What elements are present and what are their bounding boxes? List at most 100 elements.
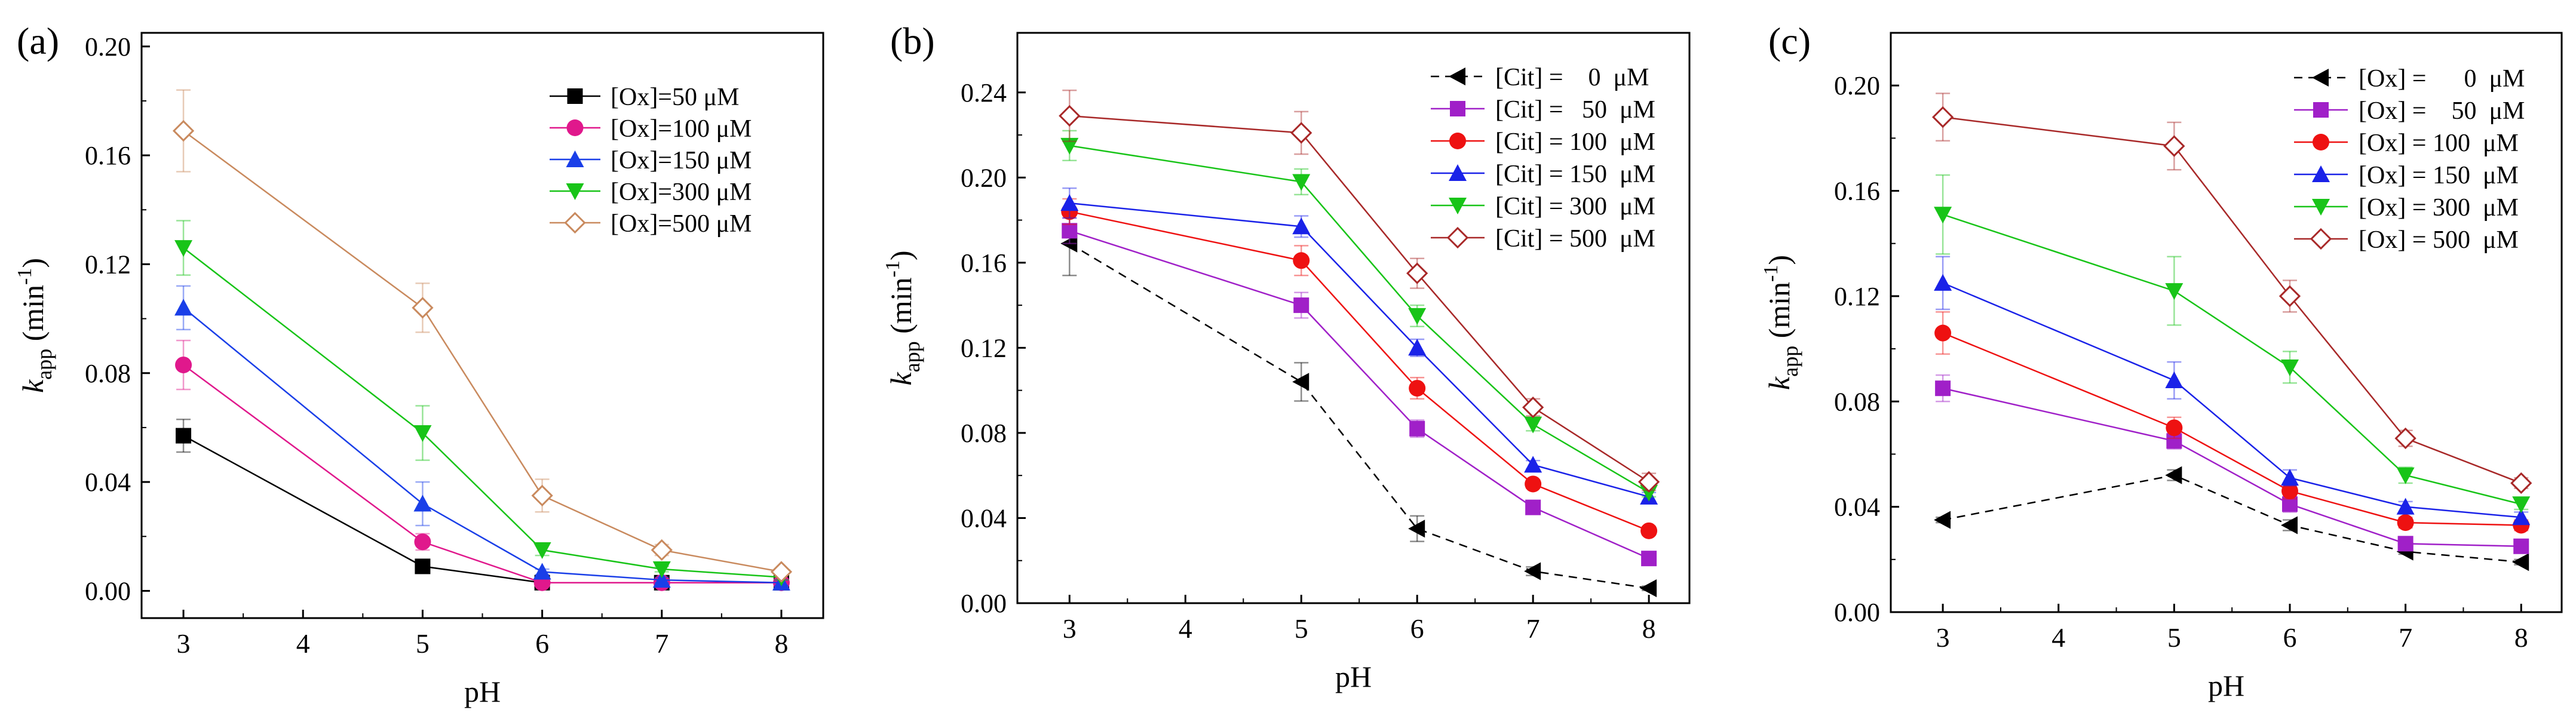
- data-point: [1934, 324, 1952, 342]
- series-line: [1069, 242, 1649, 589]
- plot-frame: [1016, 32, 1691, 604]
- data-point: [413, 494, 432, 512]
- data-point: [2280, 359, 2299, 376]
- data-point: [174, 240, 193, 257]
- legend-marker: [2312, 199, 2330, 216]
- data-point: [1293, 252, 1310, 269]
- x-tick-label: 6: [2283, 622, 2296, 653]
- y-title-unit: (min: [16, 285, 50, 349]
- legend-label: [Ox] = 500 μM: [2359, 226, 2519, 254]
- legend-item: [Ox] = 300 μM: [2294, 194, 2519, 222]
- panel-c: (c) 3 4 5 6 7 8 0.00 0.04 0.08 0.12 0.16 0.20 pH kapp …: [1760, 20, 2563, 702]
- x-tick-label: 8: [2514, 622, 2528, 653]
- series-1: [1062, 217, 1657, 567]
- data-point: [652, 571, 671, 588]
- legend-marker: [1449, 133, 1466, 149]
- data-point: [1640, 579, 1657, 598]
- legend-marker: [1450, 101, 1465, 116]
- legend-marker: [564, 211, 586, 234]
- series-2: [174, 285, 790, 591]
- y-tick-label: 0.16: [85, 141, 131, 170]
- data-point: [1522, 397, 1544, 419]
- data-point: [1408, 308, 1427, 325]
- legend-item: [Ox]=300 μM: [550, 179, 752, 206]
- y-title-sub: app: [32, 349, 56, 380]
- data-point: [1408, 339, 1427, 356]
- series-3: [174, 220, 790, 586]
- x-tick-label: 8: [774, 628, 788, 659]
- data-point: [1640, 484, 1658, 502]
- legend-item: [Cit] = 100 μM: [1431, 128, 1655, 156]
- x-tick-label: 5: [1295, 613, 1308, 644]
- y-title-main: k: [884, 372, 918, 386]
- x-axis-title: pH: [1335, 660, 1372, 693]
- legend-item: [Ox]=50 μM: [550, 84, 739, 111]
- legend-label: [Cit] = 300 μM: [1495, 193, 1655, 220]
- data-point: [1059, 105, 1081, 127]
- data-point: [412, 297, 434, 319]
- legend-marker: [566, 119, 584, 136]
- x-tick-label: 6: [1410, 613, 1424, 644]
- data-point: [175, 357, 192, 374]
- x-tick-label: 5: [2167, 622, 2181, 653]
- y-tick-label: 0.12: [961, 333, 1007, 362]
- x-axis-title: pH: [2208, 669, 2244, 702]
- legend-label: [Ox]=300 μM: [611, 179, 752, 206]
- x-tick-label: 4: [296, 628, 310, 659]
- legend-item: [Cit] = 150 μM: [1431, 161, 1655, 188]
- legend-item: [Cit] = 500 μM: [1431, 225, 1655, 253]
- y-tick-label: 0.04: [1834, 493, 1880, 522]
- y-tick-label: 0.20: [1834, 71, 1880, 100]
- data-point: [2394, 427, 2416, 450]
- data-point: [1641, 551, 1657, 567]
- series-3: [1060, 187, 1658, 505]
- data-point: [1934, 274, 1952, 291]
- data-point: [2165, 466, 2182, 484]
- y-title-main: k: [1762, 376, 1796, 390]
- data-point: [1060, 194, 1079, 211]
- x-tick-label: 3: [1936, 622, 1950, 653]
- y-tick-label: 0.08: [85, 359, 131, 388]
- data-point: [1062, 223, 1078, 239]
- data-point: [415, 558, 431, 574]
- data-point: [1934, 207, 1952, 224]
- x-tick-label: 7: [655, 628, 668, 659]
- legend-marker: [1449, 67, 1465, 85]
- data-point: [172, 119, 195, 142]
- series-1: [1935, 374, 2529, 554]
- data-point: [1934, 511, 1951, 529]
- series-line: [183, 247, 782, 578]
- series-0: [176, 419, 789, 591]
- legend-label: [Ox] = 300 μM: [2359, 194, 2519, 222]
- data-point: [1292, 373, 1310, 391]
- data-point: [1406, 262, 1428, 284]
- data-point: [176, 428, 192, 444]
- legend-label: [Ox] = 150 μM: [2359, 162, 2519, 189]
- legend-label: [Ox] = 100 μM: [2359, 130, 2519, 157]
- y-axis-title: kapp (min-1): [14, 258, 56, 393]
- legend-marker: [1449, 198, 1467, 214]
- data-point: [2512, 496, 2531, 514]
- legend-marker: [2312, 69, 2329, 87]
- legend-item: [Cit] = 0 μM: [1431, 64, 1649, 91]
- panel-label: (a): [17, 20, 59, 62]
- y-tick-label: 0.00: [961, 589, 1007, 618]
- data-point: [2510, 472, 2532, 494]
- y-tick-label: 0.16: [961, 248, 1007, 278]
- y-tick-label: 0.04: [85, 468, 131, 497]
- data-point: [1524, 562, 1541, 580]
- y-title-unit-close: ): [884, 250, 918, 260]
- legend-item: [Ox] = 100 μM: [2294, 130, 2519, 157]
- series-5: [1059, 89, 1660, 493]
- y-tick-label: 0.24: [961, 78, 1007, 107]
- data-point: [1409, 420, 1425, 437]
- series-2: [1934, 311, 2530, 534]
- data-point: [770, 561, 793, 583]
- y-tick-label: 0.08: [961, 419, 1007, 448]
- data-point: [1290, 122, 1312, 144]
- x-tick-label: 3: [177, 628, 191, 659]
- legend-marker: [1449, 164, 1467, 181]
- legend-item: [Ox]=500 μM: [550, 210, 752, 238]
- data-point: [2280, 469, 2299, 486]
- data-point: [2280, 516, 2298, 534]
